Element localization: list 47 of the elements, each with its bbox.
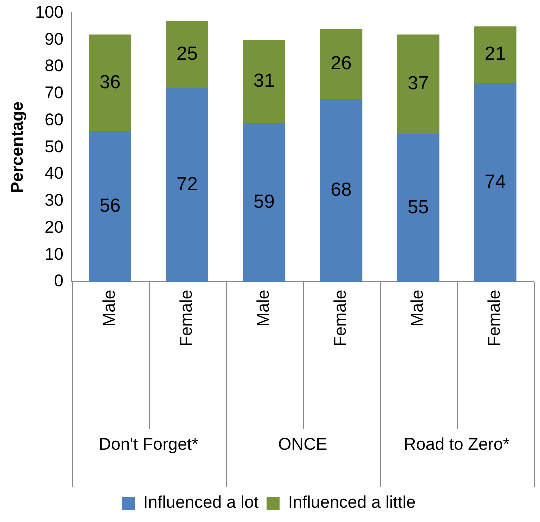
- bar: [474, 83, 517, 282]
- bar: [397, 34, 440, 134]
- y-tick-label: 70: [44, 84, 64, 103]
- bar: [320, 99, 363, 282]
- data-label: 26: [330, 54, 352, 75]
- x-tick-label: Female: [485, 290, 504, 347]
- y-tick-label: 90: [44, 30, 64, 49]
- y-tick-label: 60: [44, 110, 64, 130]
- bar: [89, 131, 132, 282]
- data-label: 31: [254, 70, 275, 92]
- text: ONCE: [278, 435, 328, 454]
- bar: [243, 123, 286, 282]
- data-label: 56: [100, 196, 121, 217]
- legend-label: Influenced a little: [288, 493, 416, 512]
- text: Don't Forget*: [98, 435, 199, 454]
- x-tick-label: Male: [100, 290, 119, 327]
- text: Road to Zero*: [404, 435, 510, 454]
- bar: [166, 88, 209, 282]
- data-label: 74: [484, 172, 506, 193]
- bar: [474, 26, 517, 84]
- x-tick-label: Male: [408, 290, 428, 327]
- x-tick-label: Female: [331, 290, 350, 347]
- y-tick-label: 80: [44, 56, 64, 76]
- bar: [89, 34, 132, 132]
- y-tick-label: 100: [35, 2, 64, 22]
- y-tick-label: 0: [54, 272, 64, 291]
- bar: [320, 29, 363, 100]
- data-label: 68: [330, 180, 352, 201]
- y-tick-label: 40: [44, 164, 64, 184]
- x-tick-label: Male: [254, 290, 274, 327]
- legend-label: Influenced a lot: [144, 493, 260, 512]
- y-tick-label: 20: [44, 218, 64, 237]
- data-label: 55: [408, 197, 430, 218]
- data-label: 37: [408, 74, 430, 95]
- data-label: 72: [176, 174, 198, 196]
- y-tick-label: 50: [44, 137, 64, 156]
- bar: [166, 21, 209, 88]
- data-label: 21: [484, 44, 506, 66]
- y-tick-label: 10: [44, 244, 64, 264]
- bar: [397, 134, 440, 282]
- y-tick-label: 30: [44, 191, 64, 210]
- data-label: 25: [176, 44, 198, 66]
- data-label: 59: [254, 192, 275, 213]
- x-tick-label: Female: [177, 290, 196, 347]
- bar: [243, 40, 286, 124]
- y-axis-title: Percentage: [8, 102, 27, 194]
- data-label: 36: [100, 72, 121, 94]
